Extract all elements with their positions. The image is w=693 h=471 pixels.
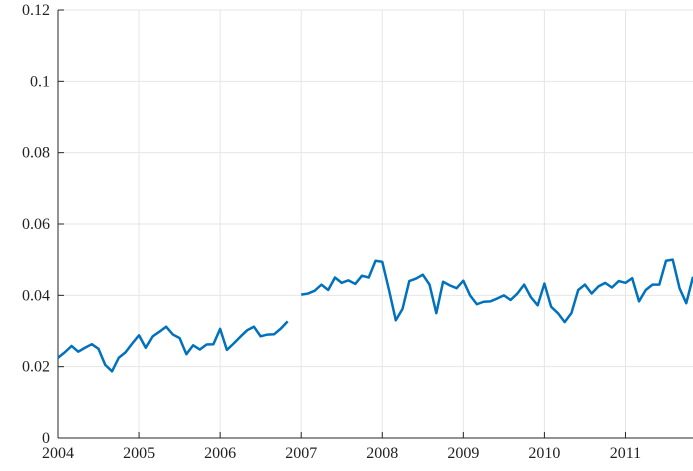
y-tick-label: 0: [42, 430, 50, 447]
x-tick-label: 2006: [204, 445, 236, 462]
y-tick-label: 0.04: [22, 287, 50, 304]
data-line: [57, 258, 693, 373]
x-tick-label: 2004: [42, 445, 74, 462]
y-tick-label: 0.06: [22, 216, 50, 233]
y-tick-label: 0.12: [22, 2, 50, 19]
y-tick-label: 0.1: [30, 73, 50, 90]
x-tick-label: 2007: [285, 445, 317, 462]
y-tick-label: 0.02: [22, 359, 50, 376]
x-tick-label: 2009: [447, 445, 479, 462]
y-tick-label: 0.08: [22, 145, 50, 162]
x-tick-label: 2008: [366, 445, 398, 462]
x-tick-label: 2005: [123, 445, 155, 462]
x-tick-label: 2010: [528, 445, 560, 462]
x-tick-label: 2011: [610, 445, 641, 462]
